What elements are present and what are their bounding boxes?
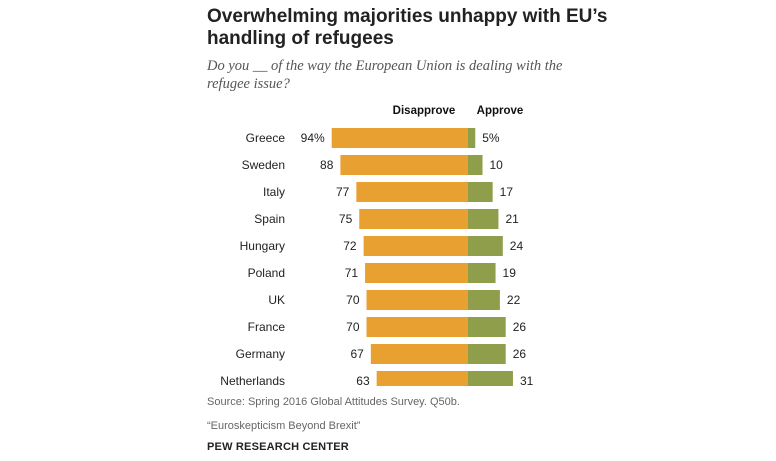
category-label-uk: UK bbox=[268, 293, 285, 307]
legend-disapprove: Disapprove bbox=[393, 105, 456, 117]
chart-subtitle: Do you __ of the way the European Union … bbox=[207, 58, 563, 92]
label-approve-germany: 26 bbox=[513, 347, 527, 361]
report-title: “Euroskepticism Beyond Brexit” bbox=[207, 420, 361, 432]
category-label-sweden: Sweden bbox=[242, 158, 285, 172]
bar-disapprove-italy bbox=[356, 182, 468, 202]
organization-name: PEW RESEARCH CENTER bbox=[207, 441, 349, 453]
label-disapprove-germany: 67 bbox=[350, 347, 364, 361]
label-approve-poland: 19 bbox=[503, 266, 517, 280]
bar-approve-spain bbox=[468, 209, 499, 229]
category-label-poland: Poland bbox=[248, 266, 285, 280]
label-disapprove-hungary: 72 bbox=[343, 239, 357, 253]
bar-disapprove-hungary bbox=[363, 236, 468, 256]
label-disapprove-italy: 77 bbox=[336, 185, 350, 199]
bar-approve-france bbox=[468, 317, 506, 337]
bar-approve-poland bbox=[468, 263, 496, 283]
category-label-france: France bbox=[248, 320, 286, 334]
label-disapprove-spain: 75 bbox=[339, 212, 353, 226]
label-disapprove-greece: 94% bbox=[301, 131, 325, 145]
label-approve-netherlands: 31 bbox=[520, 374, 534, 386]
bar-approve-italy bbox=[468, 182, 493, 202]
bar-disapprove-germany bbox=[370, 344, 468, 364]
label-disapprove-france: 70 bbox=[346, 320, 360, 334]
label-approve-uk: 22 bbox=[507, 293, 521, 307]
category-label-netherlands: Netherlands bbox=[220, 374, 285, 386]
category-label-germany: Germany bbox=[236, 347, 285, 361]
bar-approve-germany bbox=[468, 344, 506, 364]
bar-disapprove-france bbox=[366, 317, 468, 337]
bar-disapprove-sweden bbox=[340, 155, 468, 175]
bar-disapprove-poland bbox=[365, 263, 468, 283]
bar-approve-hungary bbox=[468, 236, 503, 256]
bar-disapprove-uk bbox=[366, 290, 468, 310]
source-note: Source: Spring 2016 Global Attitudes Sur… bbox=[207, 396, 460, 408]
bar-disapprove-netherlands bbox=[376, 371, 468, 386]
bar-approve-sweden bbox=[468, 155, 483, 175]
label-disapprove-uk: 70 bbox=[346, 293, 360, 307]
label-approve-greece: 5% bbox=[482, 131, 500, 145]
bar-approve-netherlands bbox=[468, 371, 513, 386]
bar-approve-uk bbox=[468, 290, 500, 310]
label-disapprove-poland: 71 bbox=[345, 266, 359, 280]
bar-disapprove-spain bbox=[359, 209, 468, 229]
category-label-spain: Spain bbox=[254, 212, 285, 226]
label-disapprove-sweden: 88 bbox=[320, 158, 334, 172]
category-label-italy: Italy bbox=[263, 185, 285, 199]
bar-disapprove-greece bbox=[331, 128, 468, 148]
label-approve-france: 26 bbox=[513, 320, 527, 334]
label-disapprove-netherlands: 63 bbox=[356, 374, 370, 386]
label-approve-sweden: 10 bbox=[490, 158, 504, 172]
label-approve-spain: 21 bbox=[505, 212, 519, 226]
legend-approve: Approve bbox=[477, 105, 524, 117]
bar-approve-greece bbox=[468, 128, 476, 148]
chart-rows: 94% 5% Greece 88 10 Sweden 77 17 Italy 75 21 Spain 7… bbox=[220, 128, 534, 386]
chart-title: Overwhelming majorities unhappy with EU’… bbox=[207, 6, 608, 49]
label-approve-hungary: 24 bbox=[510, 239, 524, 253]
category-label-hungary: Hungary bbox=[240, 239, 285, 253]
category-label-greece: Greece bbox=[246, 131, 286, 145]
diverging-bar-chart: Disapprove Approve 94% 5% Greece 88 10 Sweden… bbox=[220, 105, 534, 386]
label-approve-italy: 17 bbox=[500, 185, 514, 199]
